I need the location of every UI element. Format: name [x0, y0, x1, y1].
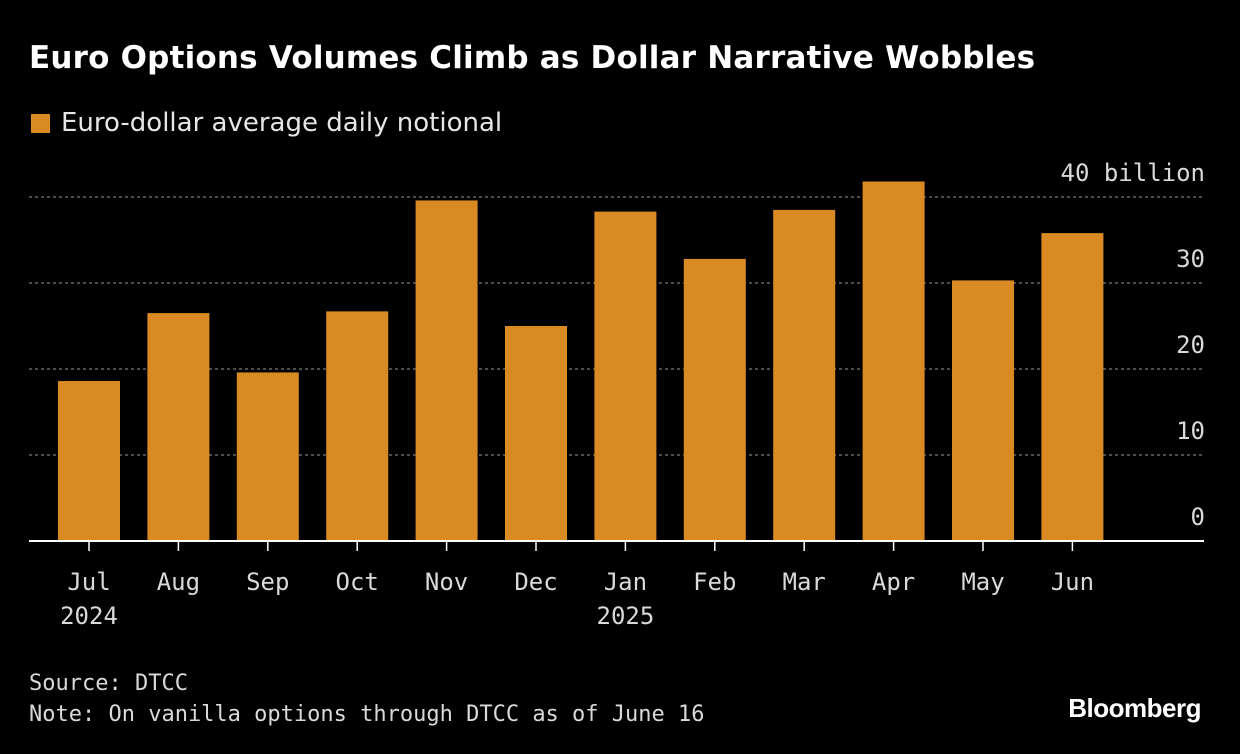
bar [505, 326, 567, 541]
x-tick-label: Jan [604, 568, 647, 596]
bar [58, 381, 120, 541]
bar [326, 311, 389, 541]
y-tick-label: 10 [1176, 417, 1205, 445]
bar [415, 200, 478, 541]
x-tick-label: Sep [246, 568, 289, 596]
x-tick-label: Oct [336, 568, 379, 596]
legend: Euro-dollar average daily notional [31, 108, 502, 138]
x-tick-label: Feb [693, 568, 736, 596]
x-tick-label: May [961, 568, 1004, 596]
chart-title: Euro Options Volumes Climb as Dollar Nar… [29, 40, 1036, 76]
y-tick-label: 20 [1176, 331, 1205, 359]
y-tick-label: 40 billion [1061, 159, 1206, 187]
bar [952, 280, 1014, 541]
source-text: Source: DTCC [29, 671, 188, 696]
x-tick-label: Nov [425, 568, 468, 596]
y-axis-ticks: 0 10 20 30 40 billion [1061, 159, 1206, 531]
bars [58, 181, 1104, 541]
x-axis-ticks: Jul 2024 Aug Sep Oct Nov Dec Jan 2025 Feb Mar Apr Ma… [60, 541, 1094, 630]
x-tick-label: Mar [783, 568, 826, 596]
bar [147, 313, 210, 541]
x-tick-label: Dec [514, 568, 557, 596]
legend-label: Euro-dollar average daily notional [61, 108, 503, 138]
bar [1041, 233, 1104, 541]
bar [236, 372, 299, 541]
bloomberg-logo: Bloomberg [1068, 693, 1201, 723]
x-tick-label: Apr [872, 568, 915, 596]
bar [683, 258, 746, 541]
note-text: Note: On vanilla options through DTCC as… [29, 702, 705, 727]
bar [594, 211, 657, 541]
x-tick-label: Jul [67, 568, 110, 596]
x-tick-year-label: 2025 [597, 602, 655, 630]
x-tick-label: Aug [157, 568, 200, 596]
bar [773, 209, 836, 541]
legend-swatch [31, 113, 50, 133]
y-tick-label: 30 [1176, 245, 1205, 273]
y-tick-label: 0 [1191, 503, 1205, 531]
x-tick-year-label: 2024 [60, 602, 118, 630]
bar [862, 181, 925, 541]
x-tick-label: Jun [1051, 568, 1094, 596]
